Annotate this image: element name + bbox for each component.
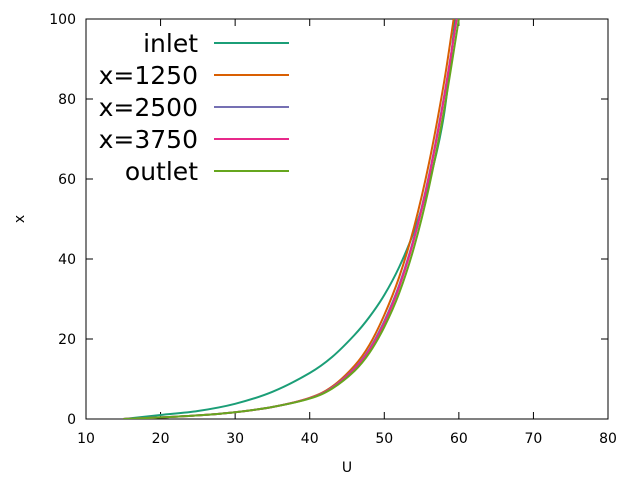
y-axis-title: x bbox=[12, 215, 28, 223]
x-axis: 10 20 30 40 50 60 70 80 bbox=[77, 19, 617, 447]
legend-label-3: x=3750 bbox=[99, 125, 198, 154]
legend: inlet x=1250 x=2500 x=3750 outlet bbox=[99, 29, 289, 186]
x-axis-title: U bbox=[342, 460, 352, 476]
legend-label-4: outlet bbox=[125, 157, 198, 186]
x-tick-label: 40 bbox=[301, 431, 319, 447]
series-lines bbox=[123, 19, 460, 419]
y-tick-label: 20 bbox=[58, 332, 76, 348]
series-line-4 bbox=[123, 19, 460, 419]
x-tick-label: 80 bbox=[599, 431, 617, 447]
x-tick-label: 30 bbox=[226, 431, 244, 447]
x-tick-label: 70 bbox=[525, 431, 543, 447]
y-tick-label: 60 bbox=[58, 172, 76, 188]
legend-label-0: inlet bbox=[143, 29, 198, 58]
y-tick-label: 40 bbox=[58, 252, 76, 268]
y-axis: 0 20 40 60 80 100 bbox=[49, 12, 608, 428]
legend-label-1: x=1250 bbox=[99, 61, 198, 90]
plot-frame bbox=[85, 18, 609, 420]
x-tick-label: 20 bbox=[152, 431, 170, 447]
x-tick-label: 60 bbox=[450, 431, 468, 447]
y-tick-label: 100 bbox=[49, 12, 76, 28]
x-tick-label: 50 bbox=[375, 431, 393, 447]
legend-label-2: x=2500 bbox=[99, 93, 198, 122]
y-tick-label: 0 bbox=[67, 412, 76, 428]
x-tick-label: 10 bbox=[77, 431, 95, 447]
y-tick-label: 80 bbox=[58, 92, 76, 108]
